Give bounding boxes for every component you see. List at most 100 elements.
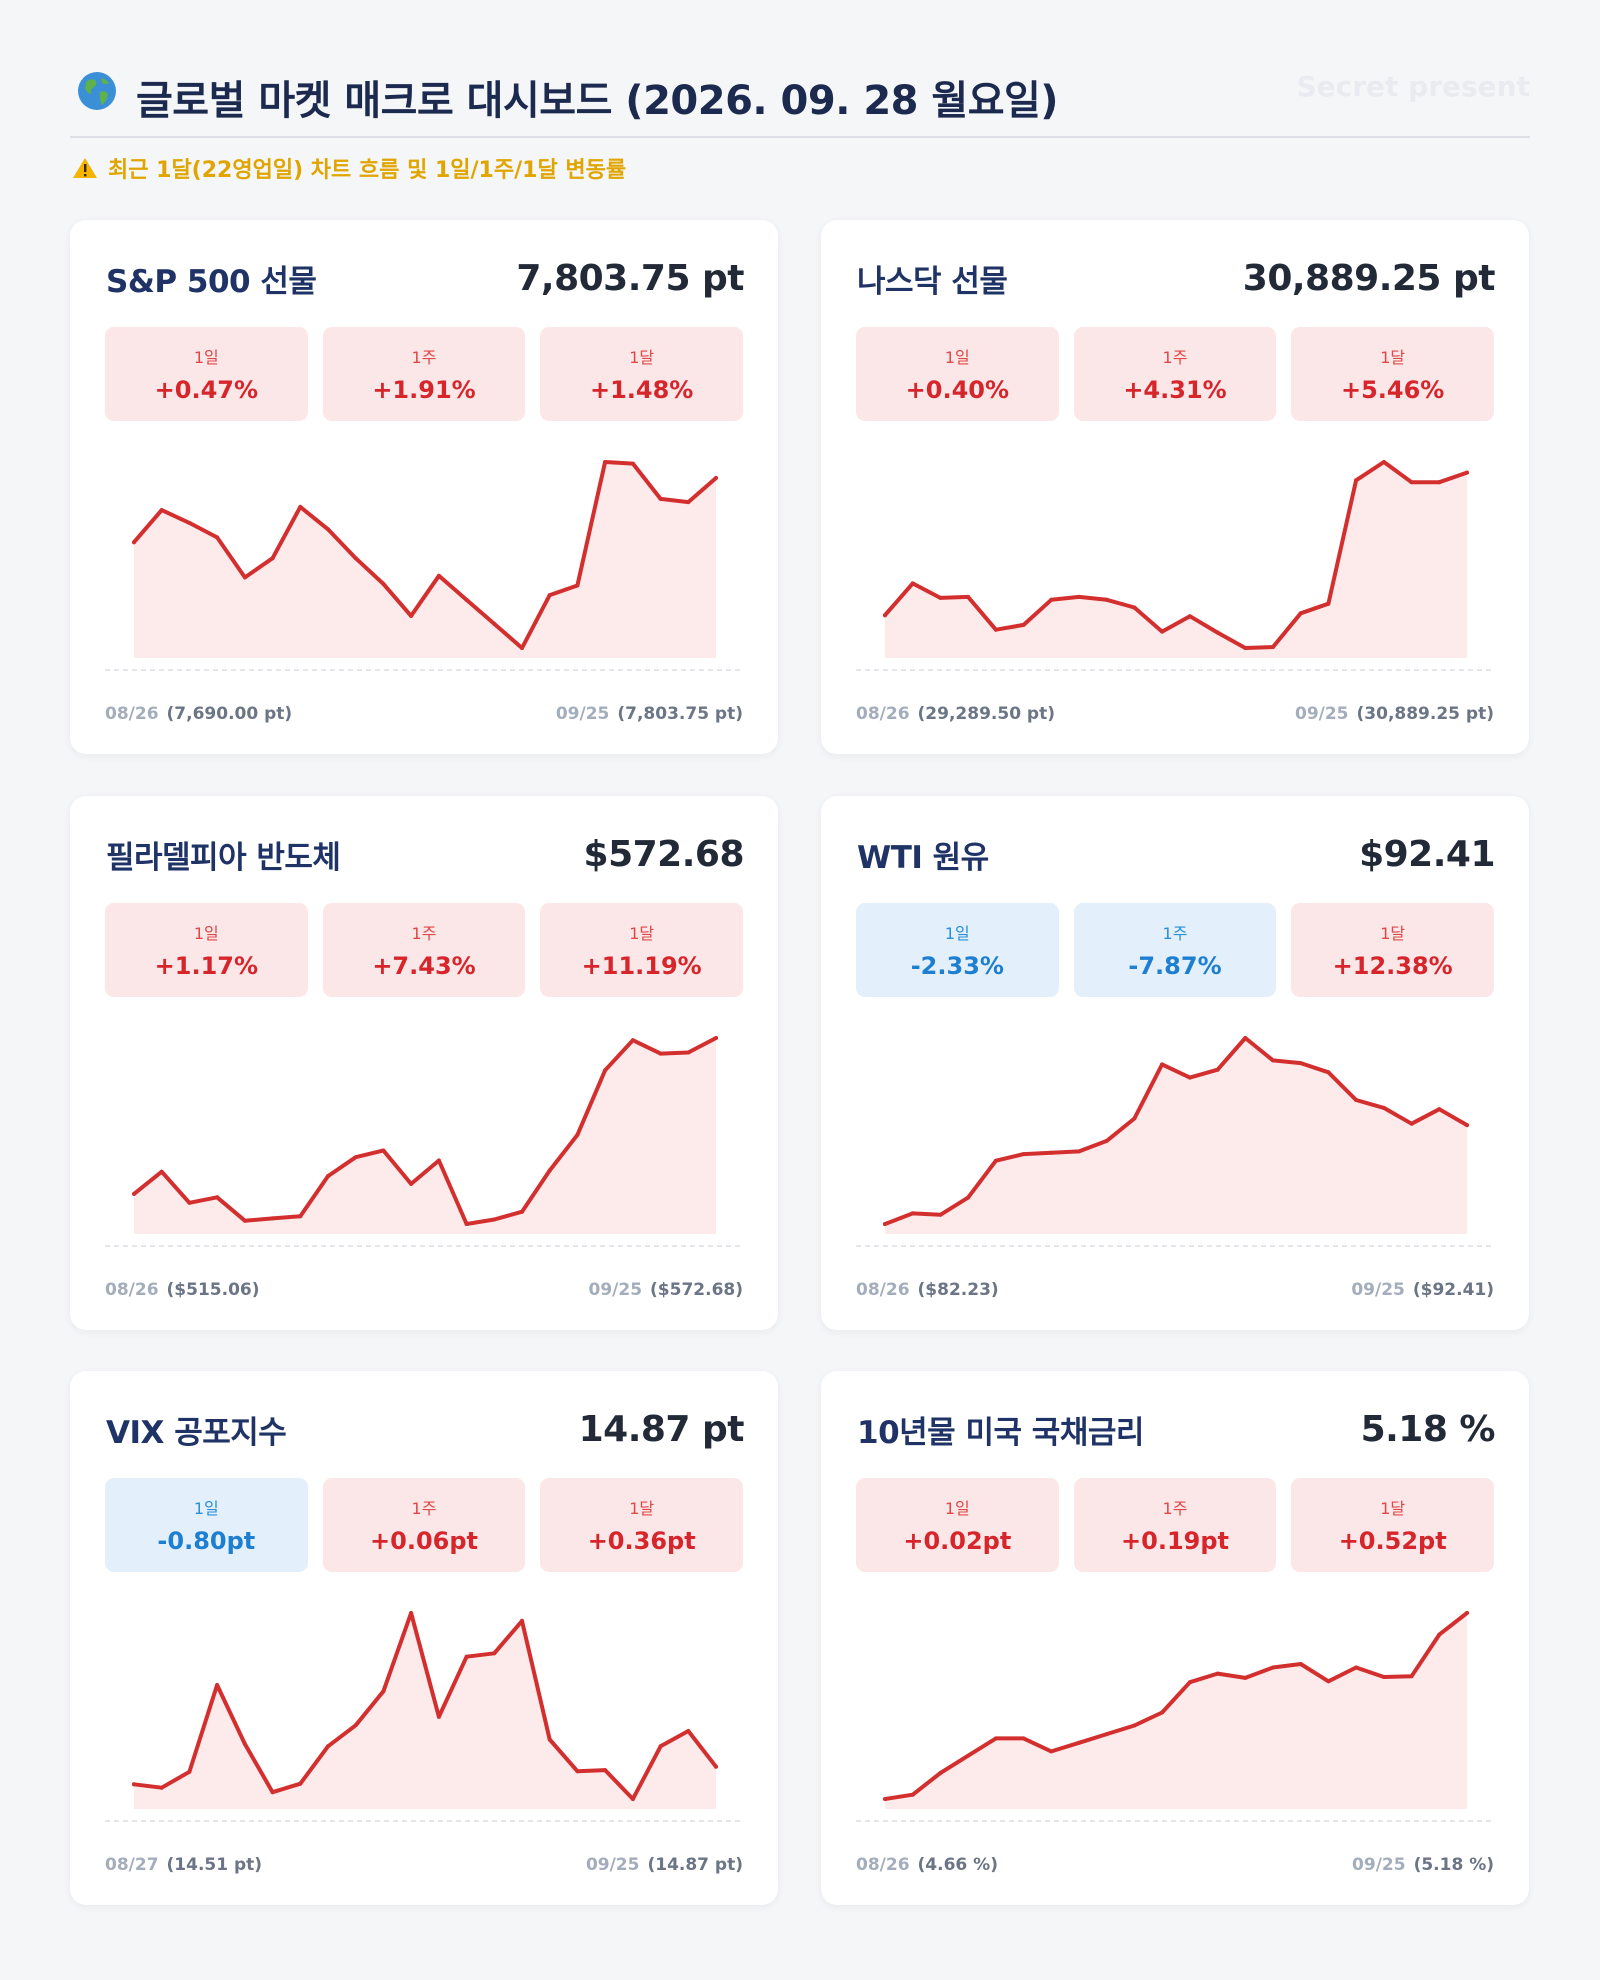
- badge-value: +0.06pt: [370, 1527, 478, 1555]
- data-point: [1354, 478, 1359, 483]
- data-point: [353, 1723, 358, 1728]
- series-line: [883, 1611, 1469, 1801]
- area-chart: [856, 1036, 1494, 1247]
- data-point: [1104, 1138, 1109, 1143]
- data-point: [1187, 614, 1192, 619]
- data-point: [242, 1742, 247, 1746]
- data-point: [603, 1068, 608, 1073]
- data-point: [1381, 1105, 1386, 1110]
- change-badge-1d: 1일 +0.40%: [856, 327, 1059, 421]
- data-point: [187, 1769, 192, 1774]
- badge-label: 1일: [193, 1499, 219, 1518]
- data-point: [966, 1753, 971, 1758]
- area-chart: [105, 1611, 743, 1822]
- data-point: [298, 504, 303, 509]
- start-value: (4.66 %): [917, 1855, 998, 1875]
- data-point: [1243, 1036, 1248, 1040]
- range-end: 09/25 (30,889.25 pt): [1295, 704, 1494, 724]
- data-point: [938, 1212, 943, 1217]
- badge-value: +12.38%: [1332, 952, 1453, 980]
- data-point: [1354, 1665, 1359, 1670]
- chart-area-fill: [134, 1613, 716, 1809]
- series-line: [132, 1611, 718, 1801]
- badge-value: +11.19%: [581, 952, 702, 980]
- range-start: 08/26 ($82.23): [856, 1280, 999, 1300]
- change-badge-1w: 1주 +4.31%: [1073, 327, 1277, 421]
- chart-footer: 08/27 (14.51 pt) 09/25 (14.87 pt): [105, 1855, 743, 1879]
- data-point: [409, 1181, 414, 1186]
- data-point: [1437, 1632, 1442, 1637]
- data-point: [1104, 597, 1109, 602]
- data-point: [714, 476, 718, 480]
- data-point: [187, 1200, 192, 1205]
- badge-label: 1주: [411, 348, 437, 367]
- change-badges: 1일 +0.40% 1주 +4.31% 1달 +5.46%: [856, 327, 1495, 421]
- badge-value: -7.87%: [1128, 952, 1222, 980]
- end-date: 09/25: [1294, 704, 1349, 724]
- market-card-nasdaq: 나스닥 선물 30,889.25 pt 1일 +0.40% 1주 +4.31% 1달…: [821, 220, 1529, 754]
- data-point: [1049, 597, 1054, 602]
- data-point: [630, 461, 635, 466]
- data-point: [883, 613, 887, 618]
- data-point: [464, 597, 469, 602]
- data-point: [159, 1169, 164, 1174]
- badge-label: 1주: [1162, 924, 1188, 943]
- badge-label: 1달: [629, 1499, 655, 1518]
- data-point: [1243, 1675, 1248, 1680]
- data-point: [686, 1729, 691, 1733]
- card-title: 10년물 미국 국채금리: [857, 1415, 1144, 1451]
- badge-label: 1주: [411, 924, 437, 943]
- data-point: [910, 1792, 915, 1797]
- start-date: 08/26: [105, 704, 159, 724]
- end-date: 09/25: [555, 704, 610, 724]
- change-badge-1m: 1달 +0.52pt: [1291, 1478, 1495, 1572]
- data-point: [242, 1218, 247, 1223]
- badge-value: +4.31%: [1123, 376, 1227, 404]
- badge-value: +0.40%: [905, 376, 1010, 404]
- data-point: [1326, 601, 1331, 606]
- data-point: [910, 1211, 915, 1216]
- change-badges: 1일 +0.47% 1주 +1.91% 1달 +1.48%: [105, 327, 744, 421]
- data-point: [686, 1050, 691, 1055]
- notice: 최근 1달(22영업일) 차트 흐름 및 1일/1주/1달 변동률: [72, 150, 626, 186]
- data-point: [381, 581, 386, 586]
- data-point: [575, 1769, 580, 1774]
- change-badge-1m: 1달 +0.36pt: [540, 1478, 744, 1572]
- end-date: 09/25: [1351, 1280, 1405, 1300]
- market-card-us10y: 10년물 미국 국채금리 5.18 % 1일 +0.02pt 1주 +0.19pt …: [821, 1371, 1529, 1905]
- data-point: [215, 535, 220, 540]
- start-date: 08/26: [856, 704, 910, 724]
- data-point: [547, 593, 552, 598]
- badge-label: 1일: [193, 924, 219, 943]
- data-point: [326, 1174, 330, 1179]
- badge-value: +1.91%: [372, 376, 476, 404]
- data-point: [658, 496, 663, 501]
- badge-label: 1일: [193, 348, 219, 367]
- data-point: [1437, 1107, 1442, 1112]
- chart-area-fill: [134, 1038, 716, 1234]
- data-point: [686, 500, 691, 505]
- data-point: [547, 1737, 552, 1742]
- data-point: [326, 1744, 330, 1749]
- change-badge-1d: 1일 -2.33%: [856, 903, 1059, 997]
- data-point: [575, 1132, 580, 1137]
- chart-footer: 08/26 (4.66 %) 09/25 (5.18 %): [856, 1855, 1494, 1879]
- chart-footer: 08/26 (29,289.50 pt) 09/25 (30,889.25 pt): [856, 704, 1494, 728]
- badge-value: +1.48%: [589, 376, 694, 404]
- data-point: [1271, 1058, 1275, 1063]
- start-value: (29,289.50 pt): [917, 704, 1056, 724]
- badge-value: +0.47%: [154, 376, 259, 404]
- data-point: [298, 1781, 303, 1786]
- data-point: [187, 520, 192, 525]
- data-point: [883, 1222, 887, 1226]
- data-point: [603, 460, 608, 464]
- change-badge-1m: 1달 +1.48%: [540, 327, 744, 421]
- start-date: 08/27: [105, 1855, 159, 1875]
- range-start: 08/26 (7,690.00 pt): [105, 704, 292, 724]
- area-chart: [856, 1611, 1494, 1822]
- start-value: ($82.23): [917, 1280, 999, 1300]
- start-date: 08/26: [856, 1280, 910, 1300]
- badge-value: +0.36pt: [587, 1527, 696, 1555]
- card-title: 나스닥 선물: [857, 264, 1008, 300]
- change-badges: 1일 +1.17% 1주 +7.43% 1달 +11.19%: [105, 903, 744, 997]
